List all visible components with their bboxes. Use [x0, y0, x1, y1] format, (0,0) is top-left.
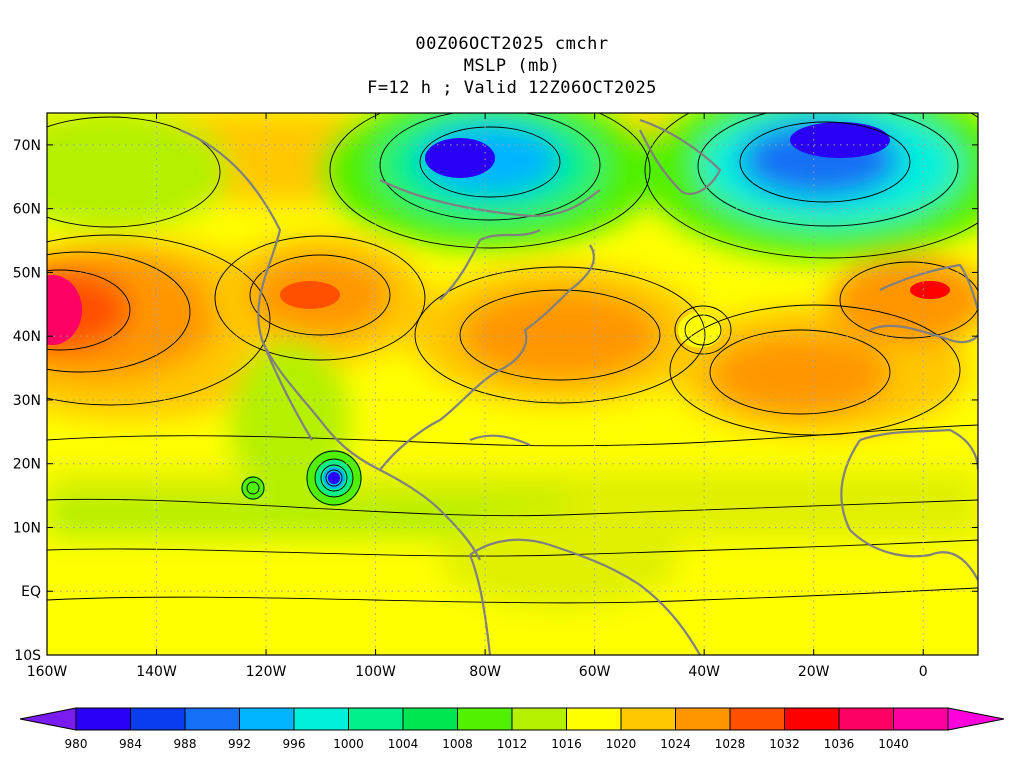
lon-tick-label: 140W [136, 664, 177, 680]
colorbar-swatch [130, 707, 186, 731]
lat-tick-label: 40N [13, 329, 41, 345]
lat-tick-label: 10S [14, 648, 41, 664]
title-line-2: MSLP (mb) [463, 56, 561, 76]
colorbar-swatch [893, 707, 949, 731]
lon-tick-label: 0 [919, 664, 928, 680]
colorbar: 980 984 988 992 996 1000 1004 1008 1012 1016 1020 1… [19, 707, 1005, 751]
colorbar-swatch [620, 707, 676, 731]
lat-tick-label: 50N [13, 265, 41, 281]
colorbar-label: 1000 [333, 737, 364, 751]
colorbar-label: 996 [283, 737, 306, 751]
colorbar-swatch [511, 707, 567, 731]
colorbar-label: 984 [119, 737, 142, 751]
colorbar-swatch [348, 707, 404, 731]
lat-tick-label: EQ [21, 584, 41, 600]
colorbar-label: 1012 [497, 737, 528, 751]
colorbar-swatch [457, 707, 513, 731]
colorbar-label: 1016 [551, 737, 582, 751]
title-line-1: 00Z06OCT2025 cmchr [415, 34, 609, 54]
map-frame [46, 112, 979, 656]
lon-tick-label: 100W [355, 664, 396, 680]
colorbar-swatch [784, 707, 840, 731]
colorbar-label: 1028 [715, 737, 746, 751]
colorbar-swatch [402, 707, 458, 731]
lon-tick-label: 20W [798, 664, 830, 680]
colorbar-swatch [75, 707, 131, 731]
colorbar-label: 992 [228, 737, 251, 751]
lat-tick-label: 60N [13, 202, 41, 218]
colorbar-label: 1008 [442, 737, 473, 751]
colorbar-label: 1020 [606, 737, 637, 751]
colorbar-label: 988 [174, 737, 197, 751]
colorbar-swatch [729, 707, 785, 731]
colorbar-swatch [838, 707, 894, 731]
lat-tick-label: 10N [13, 520, 41, 536]
lon-tick-label: 120W [246, 664, 287, 680]
colorbar-swatch [566, 707, 622, 731]
lon-tick-label: 160W [27, 664, 68, 680]
lat-tick-label: 20N [13, 457, 41, 473]
colorbar-max-arrow [947, 707, 1005, 731]
longitude-labels: 160W 140W 120W 100W 80W 60W 40W 20W 0 [27, 664, 928, 680]
latitude-labels: 70N 60N 50N 40N 30N 20N 10N EQ 10S [13, 138, 41, 664]
colorbar-swatch [239, 707, 295, 731]
colorbar-swatch [675, 707, 731, 731]
colorbar-min-arrow [19, 707, 77, 731]
colorbar-label: 1004 [388, 737, 419, 751]
colorbar-swatch [184, 707, 240, 731]
title-line-3: F=12 h ; Valid 12Z06OCT2025 [367, 78, 657, 98]
lat-tick-label: 30N [13, 393, 41, 409]
lon-tick-label: 60W [579, 664, 611, 680]
pressure-field [47, 113, 978, 655]
lon-tick-label: 40W [688, 664, 720, 680]
colorbar-label: 1040 [878, 737, 909, 751]
lon-tick-label: 80W [469, 664, 501, 680]
colorbar-label: 980 [65, 737, 88, 751]
colorbar-swatch [293, 707, 349, 731]
colorbar-label: 1032 [769, 737, 800, 751]
colorbar-label: 1036 [824, 737, 855, 751]
colorbar-label: 1024 [660, 737, 691, 751]
lat-tick-label: 70N [13, 138, 41, 154]
